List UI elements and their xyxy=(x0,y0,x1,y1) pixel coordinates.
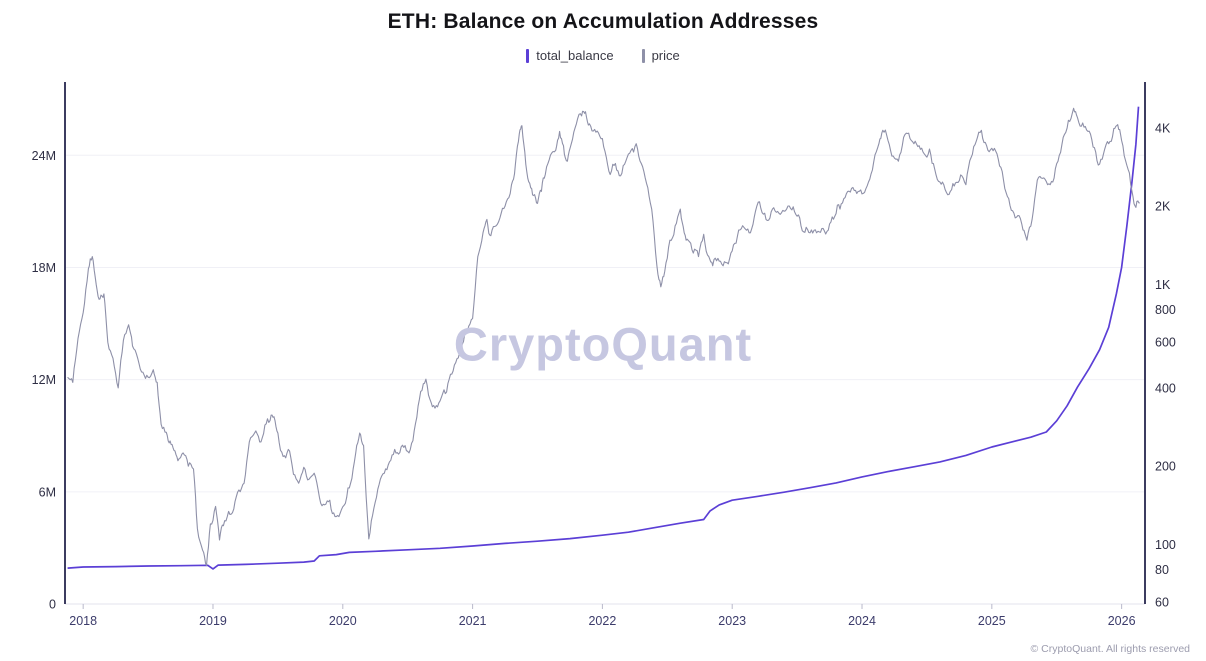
x-tick-label: 2021 xyxy=(459,614,487,628)
series-group xyxy=(67,106,1140,570)
total-balance-line xyxy=(67,106,1140,570)
y-right-tick-label: 1K xyxy=(1155,278,1171,292)
y-right-tick-label: 4K xyxy=(1155,121,1171,135)
price-swatch xyxy=(641,48,645,63)
y-right-tick-label: 80 xyxy=(1155,563,1169,577)
y-left-tick-label: 12M xyxy=(32,373,56,387)
y-right-tick-label: 800 xyxy=(1155,303,1176,317)
copyright-note: © CryptoQuant. All rights reserved xyxy=(1030,643,1190,655)
y-right-tick-label: 60 xyxy=(1155,596,1169,610)
x-tick-label: 2026 xyxy=(1108,614,1136,628)
price-line xyxy=(67,107,1140,567)
total-balance-swatch xyxy=(526,48,530,63)
y-right-tick-label: 600 xyxy=(1155,336,1176,350)
x-tick-label: 2020 xyxy=(329,614,357,628)
legend-item-price[interactable]: price xyxy=(641,48,680,63)
y-right-tick-label: 400 xyxy=(1155,381,1176,395)
y-right-tick-label: 2K xyxy=(1155,200,1171,214)
x-tick-label: 2019 xyxy=(199,614,227,628)
y-left-tick-label: 6M xyxy=(39,485,56,499)
x-tick-label: 2022 xyxy=(588,614,616,628)
x-tick-label: 2023 xyxy=(718,614,746,628)
x-tick-label: 2024 xyxy=(848,614,876,628)
legend-label-price: price xyxy=(651,48,680,63)
y-left-tick-label: 24M xyxy=(32,149,56,163)
legend: total_balance price xyxy=(0,48,1206,63)
y-left-tick-label: 0 xyxy=(49,598,56,612)
y-right-tick-label: 200 xyxy=(1155,460,1176,474)
x-tick-label: 2018 xyxy=(69,614,97,628)
legend-label-total-balance: total_balance xyxy=(536,48,614,63)
chart-title: ETH: Balance on Accumulation Addresses xyxy=(387,10,819,33)
x-tick-label: 2025 xyxy=(978,614,1006,628)
legend-item-total-balance[interactable]: total_balance xyxy=(526,48,614,63)
y-right-tick-label: 100 xyxy=(1155,538,1176,552)
y-left-tick-label: 18M xyxy=(32,261,56,275)
